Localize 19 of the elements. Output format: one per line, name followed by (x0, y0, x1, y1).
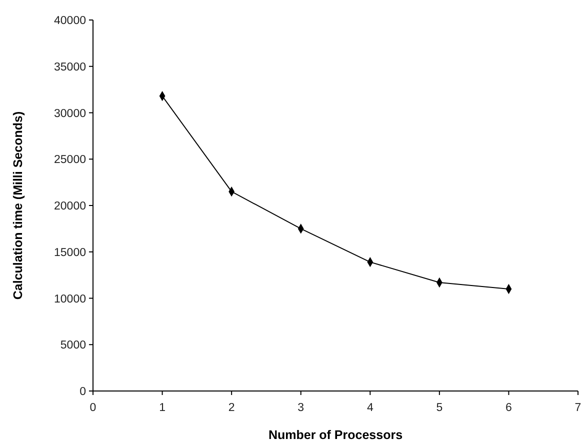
x-tick-label: 2 (228, 402, 235, 414)
y-tick-label: 30000 (54, 108, 86, 120)
x-tick-label: 1 (159, 402, 166, 414)
y-tick-label: 0 (80, 386, 86, 398)
y-tick-label: 15000 (54, 246, 86, 259)
y-tick-label: 20000 (54, 200, 86, 213)
x-tick-label: 0 (90, 402, 96, 414)
y-axis-title: Calculation time (Milli Seconds) (11, 111, 25, 300)
y-tick-label: 25000 (54, 154, 86, 166)
y-tick-label: 35000 (54, 61, 86, 74)
x-tick-label: 5 (436, 402, 443, 414)
y-tick-label: 10000 (54, 293, 86, 306)
y-tick-label: 5000 (60, 340, 86, 352)
y-tick-label: 40000 (54, 15, 86, 28)
x-axis-title: Number of Processors (268, 428, 403, 442)
x-tick-label: 7 (574, 402, 582, 414)
x-tick-label: 3 (298, 402, 304, 414)
x-tick-label: 4 (366, 402, 374, 414)
x-tick-label: 6 (506, 402, 512, 414)
